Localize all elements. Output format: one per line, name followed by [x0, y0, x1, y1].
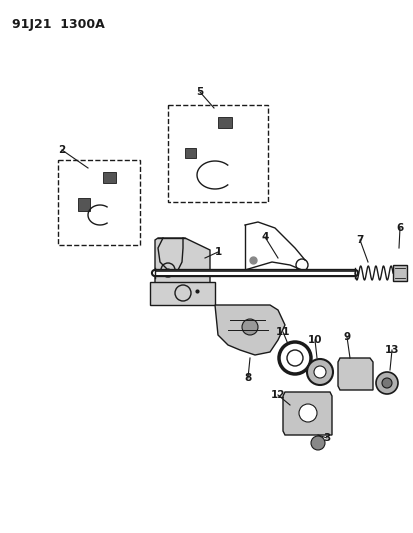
- Text: 5: 5: [196, 87, 203, 97]
- Text: 7: 7: [356, 235, 363, 245]
- Text: 6: 6: [395, 223, 403, 233]
- Text: 1: 1: [214, 247, 221, 257]
- Circle shape: [242, 319, 257, 335]
- Text: 13: 13: [384, 345, 398, 355]
- Polygon shape: [185, 148, 195, 158]
- Polygon shape: [103, 172, 116, 183]
- Text: 11: 11: [275, 327, 290, 337]
- Polygon shape: [392, 265, 406, 281]
- Polygon shape: [218, 117, 231, 128]
- Text: 10: 10: [307, 335, 321, 345]
- Circle shape: [298, 404, 316, 422]
- Polygon shape: [282, 392, 331, 435]
- Polygon shape: [78, 198, 90, 211]
- Circle shape: [313, 366, 325, 378]
- Text: 2: 2: [58, 145, 66, 155]
- Text: 3: 3: [323, 433, 330, 443]
- Circle shape: [381, 378, 391, 388]
- Polygon shape: [337, 358, 372, 390]
- Circle shape: [310, 436, 324, 450]
- Text: 91J21  1300A: 91J21 1300A: [12, 18, 104, 31]
- Text: 9: 9: [343, 332, 350, 342]
- Polygon shape: [214, 305, 284, 355]
- Polygon shape: [154, 238, 209, 286]
- Text: 8: 8: [244, 373, 251, 383]
- Circle shape: [375, 372, 397, 394]
- Polygon shape: [150, 282, 214, 305]
- Text: 4: 4: [261, 232, 268, 242]
- Circle shape: [306, 359, 332, 385]
- Text: 12: 12: [270, 390, 285, 400]
